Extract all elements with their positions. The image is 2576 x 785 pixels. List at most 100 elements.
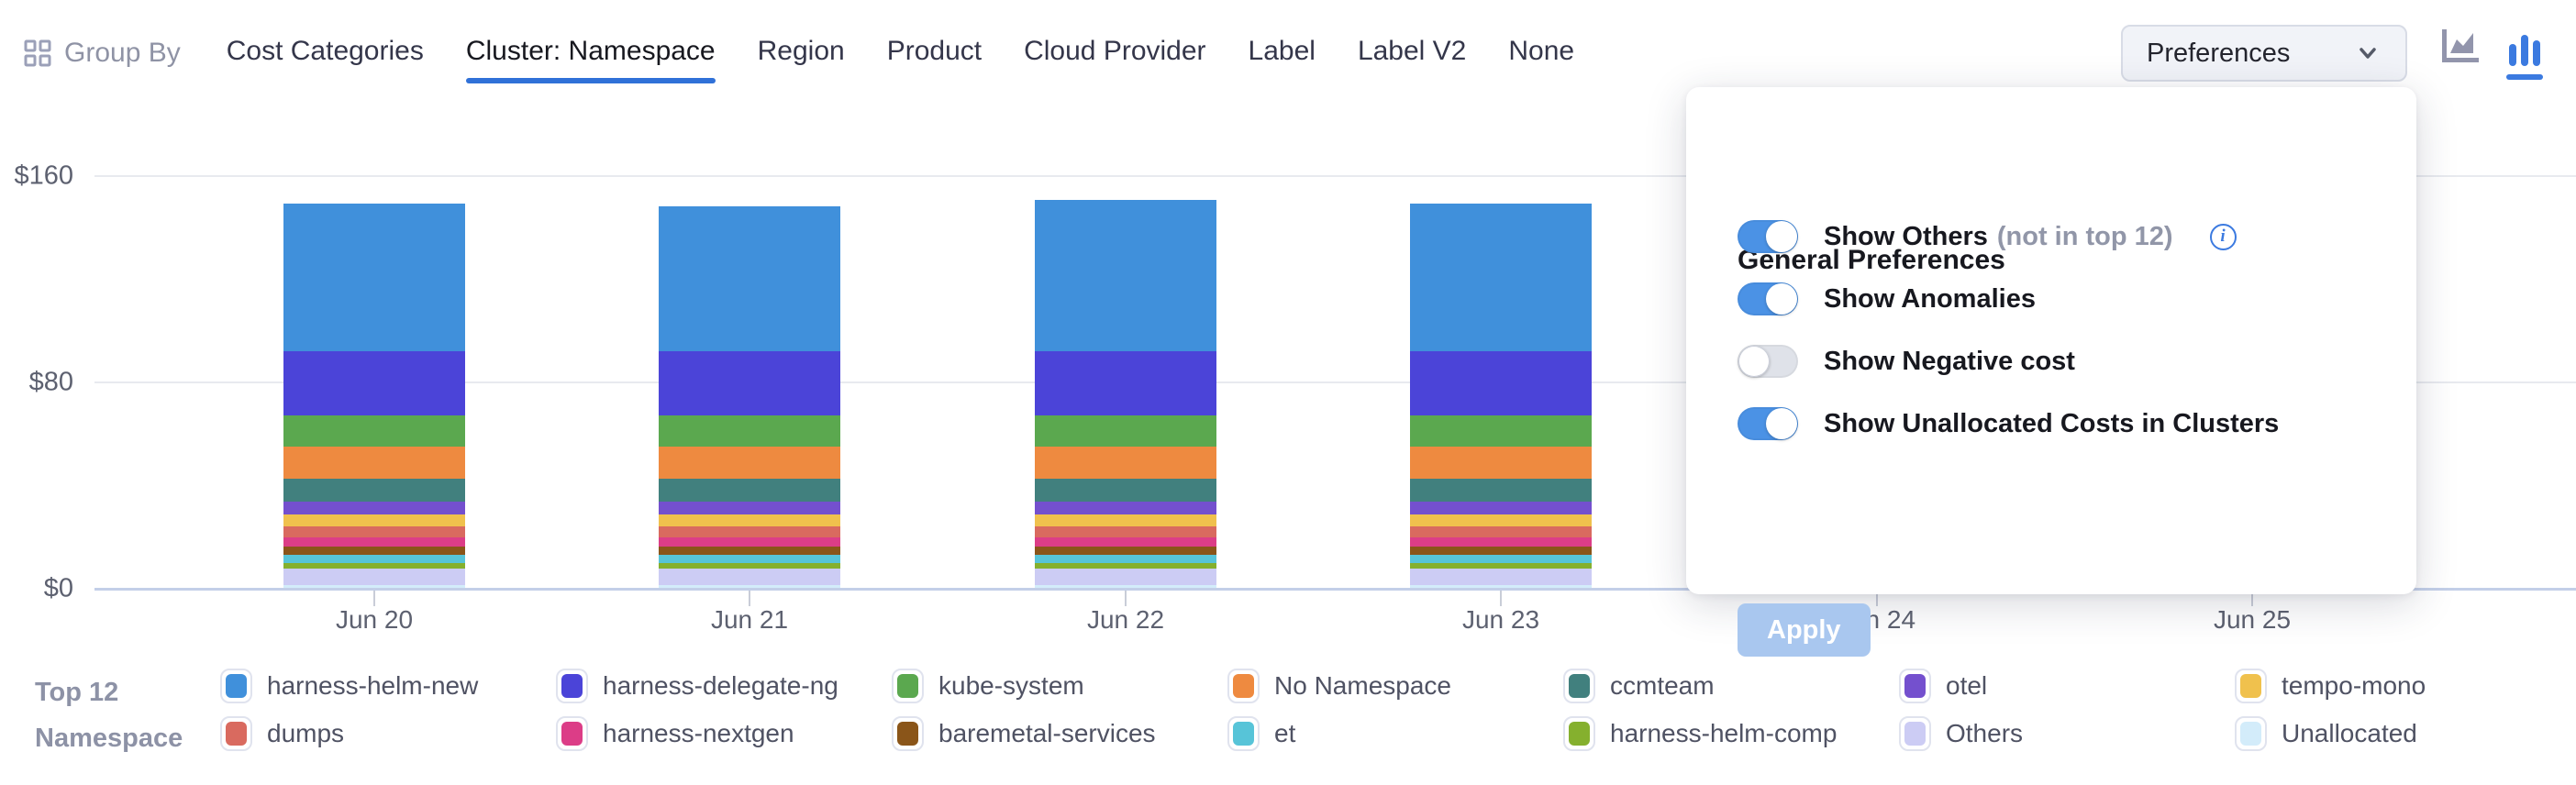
bar-segment-harness-delegate-ng[interactable] — [1410, 350, 1592, 415]
chevron-down-icon — [2359, 48, 2376, 59]
toggle-show-others[interactable] — [1738, 220, 1798, 253]
bar-segment-et[interactable] — [1035, 555, 1216, 564]
bar-segment-harness-delegate-ng[interactable] — [659, 350, 840, 415]
tab-label[interactable]: Label — [1248, 36, 1316, 66]
bar-segment-harness-helm-comp[interactable] — [1035, 563, 1216, 569]
bar-segment-others[interactable] — [659, 568, 840, 586]
bar-segment-harness-helm-new[interactable] — [283, 204, 465, 351]
tab-product[interactable]: Product — [886, 36, 983, 66]
bar-segment-no-namespace[interactable] — [1410, 446, 1592, 479]
bar-segment-harness-helm-comp[interactable] — [659, 563, 840, 569]
bar-segment-no-namespace[interactable] — [283, 446, 465, 479]
bar-segment-et[interactable] — [1410, 555, 1592, 564]
bar-segment-dumps[interactable] — [1035, 525, 1216, 538]
x-axis-tick — [373, 591, 375, 606]
bar-segment-ccmteam[interactable] — [283, 478, 465, 503]
bar-segment-tempo-mono[interactable] — [283, 514, 465, 526]
bar-segment-baremetal-services[interactable] — [659, 547, 840, 556]
legend-item-label: Unallocated — [2282, 719, 2417, 747]
bar-segment-dumps[interactable] — [659, 525, 840, 538]
bar-segment-no-namespace[interactable] — [659, 446, 840, 479]
legend-item-ccmteam[interactable]: ccmteam — [1563, 669, 1899, 703]
bar-segment-baremetal-services[interactable] — [1410, 547, 1592, 556]
bar-segment-harness-nextgen[interactable] — [1410, 537, 1592, 547]
bar-segment-tempo-mono[interactable] — [659, 514, 840, 526]
legend-item-et[interactable]: et — [1227, 716, 1563, 751]
tab-cluster-namespace[interactable]: Cluster: Namespace — [465, 23, 716, 83]
bar-segment-harness-nextgen[interactable] — [659, 537, 840, 547]
legend-item-tempo-mono[interactable]: tempo-mono — [2235, 669, 2570, 703]
bar-segment-no-namespace[interactable] — [1035, 446, 1216, 479]
bar-segment-otel[interactable] — [283, 502, 465, 515]
tab-label-v2[interactable]: Label V2 — [1357, 36, 1467, 66]
info-icon[interactable]: i — [2209, 223, 2237, 250]
bar-segment-unallocated[interactable] — [1410, 585, 1592, 588]
bar-jun-23[interactable] — [1410, 204, 1592, 588]
preferences-dropdown-button[interactable]: Preferences — [2121, 25, 2407, 82]
bar-segment-tempo-mono[interactable] — [1035, 514, 1216, 526]
bar-segment-unallocated[interactable] — [1035, 585, 1216, 588]
bar-segment-harness-delegate-ng[interactable] — [283, 350, 465, 415]
apply-button[interactable]: Apply — [1738, 603, 1871, 657]
bar-segment-kube-system[interactable] — [1035, 415, 1216, 447]
bar-segment-kube-system[interactable] — [1410, 415, 1592, 447]
group-by-label: Group By — [64, 38, 181, 68]
bar-segment-et[interactable] — [659, 555, 840, 564]
bar-segment-harness-helm-new[interactable] — [659, 206, 840, 351]
group-by-toolbar: Group By Cost Categories Cluster: Namespa… — [24, 20, 2576, 86]
bar-segment-ccmteam[interactable] — [659, 478, 840, 503]
bar-segment-ccmteam[interactable] — [1035, 478, 1216, 503]
toggle-show-negative-cost[interactable] — [1738, 345, 1798, 378]
legend-item-dumps[interactable]: dumps — [220, 716, 556, 751]
toggle-show-anomalies[interactable] — [1738, 282, 1798, 315]
legend-item-harness-helm-comp[interactable]: harness-helm-comp — [1563, 716, 1899, 751]
bar-segment-others[interactable] — [283, 568, 465, 586]
legend-item-label: No Namespace — [1274, 671, 1451, 700]
bar-segment-kube-system[interactable] — [659, 415, 840, 447]
bar-segment-tempo-mono[interactable] — [1410, 514, 1592, 526]
bar-segment-baremetal-services[interactable] — [1035, 547, 1216, 556]
bar-segment-harness-helm-comp[interactable] — [283, 563, 465, 569]
bar-jun-22[interactable] — [1035, 200, 1216, 588]
bar-segment-others[interactable] — [1035, 568, 1216, 586]
bar-jun-20[interactable] — [283, 204, 465, 588]
bar-segment-harness-helm-comp[interactable] — [1410, 563, 1592, 569]
legend-item-harness-nextgen[interactable]: harness-nextgen — [556, 716, 892, 751]
gridline — [94, 381, 2576, 383]
bar-segment-dumps[interactable] — [1410, 525, 1592, 538]
bar-segment-harness-nextgen[interactable] — [283, 537, 465, 547]
bar-segment-otel[interactable] — [1035, 502, 1216, 515]
bar-segment-others[interactable] — [1410, 568, 1592, 586]
x-axis-tick — [749, 591, 750, 606]
legend-item-kube-system[interactable]: kube-system — [892, 669, 1227, 703]
legend-item-otel[interactable]: otel — [1899, 669, 2235, 703]
legend-item-baremetal-services[interactable]: baremetal-services — [892, 716, 1227, 751]
bar-segment-harness-nextgen[interactable] — [1035, 537, 1216, 547]
bar-segment-harness-helm-new[interactable] — [1410, 204, 1592, 351]
bar-chart-icon[interactable] — [2506, 34, 2543, 80]
bar-segment-harness-helm-new[interactable] — [1035, 200, 1216, 351]
toggle-show-unallocated-costs-in-clusters[interactable] — [1738, 407, 1798, 440]
area-chart-icon[interactable] — [2438, 28, 2479, 80]
legend-swatch — [220, 669, 252, 703]
tab-none[interactable]: None — [1508, 36, 1575, 66]
bar-segment-otel[interactable] — [659, 502, 840, 515]
bar-jun-21[interactable] — [659, 206, 840, 588]
bar-segment-harness-delegate-ng[interactable] — [1035, 350, 1216, 415]
legend-item-no-namespace[interactable]: No Namespace — [1227, 669, 1563, 703]
bar-segment-unallocated[interactable] — [659, 585, 840, 588]
tab-region[interactable]: Region — [757, 36, 845, 66]
tab-cost-categories[interactable]: Cost Categories — [226, 36, 424, 66]
bar-segment-otel[interactable] — [1410, 502, 1592, 515]
legend-item-harness-helm-new[interactable]: harness-helm-new — [220, 669, 556, 703]
tab-cloud-provider[interactable]: Cloud Provider — [1024, 36, 1206, 66]
legend-item-unallocated[interactable]: Unallocated — [2235, 716, 2570, 751]
bar-segment-kube-system[interactable] — [283, 415, 465, 447]
bar-segment-dumps[interactable] — [283, 525, 465, 538]
legend-item-harness-delegate-ng[interactable]: harness-delegate-ng — [556, 669, 892, 703]
legend-item-others[interactable]: Others — [1899, 716, 2235, 751]
bar-segment-ccmteam[interactable] — [1410, 478, 1592, 503]
bar-segment-et[interactable] — [283, 555, 465, 564]
bar-segment-baremetal-services[interactable] — [283, 547, 465, 556]
bar-segment-unallocated[interactable] — [283, 585, 465, 588]
